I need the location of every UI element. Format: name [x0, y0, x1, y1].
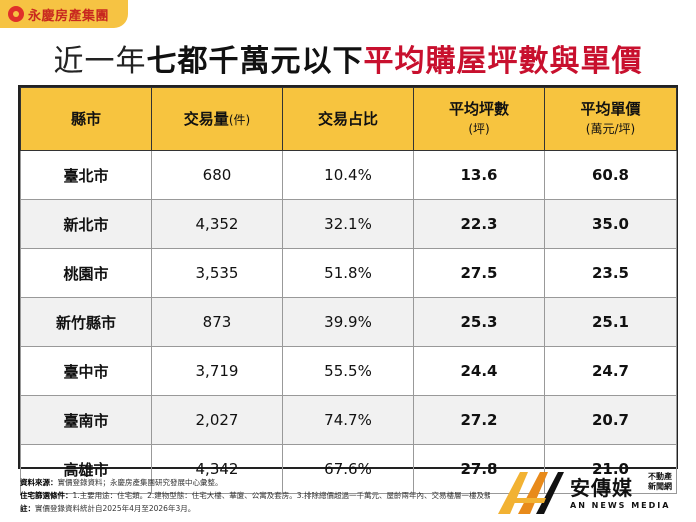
header-volume-unit: (件)	[228, 112, 251, 127]
title-part-1: 近一年	[53, 44, 147, 79]
note-source: 資料來源：實價登錄資料；永慶房產集團研究發展中心彙整。	[20, 478, 223, 487]
header-size: 平均坪數 (坪)	[413, 87, 545, 151]
cell-volume: 680	[151, 150, 283, 200]
table-row: 臺北市 680 10.4% 13.6 60.8	[20, 150, 677, 200]
cell-share: 39.9%	[282, 297, 414, 347]
cell-volume: 3,535	[151, 248, 283, 298]
header-size-unit: (坪)	[468, 122, 490, 136]
publisher-tagline: 不動產 新聞網	[648, 472, 672, 491]
title-part-3: 平均購屋坪數與單價	[363, 44, 643, 79]
cell-city: 桃園市	[20, 248, 152, 298]
cell-size: 27.5	[413, 248, 545, 298]
cell-city: 臺南市	[20, 395, 152, 445]
table-row: 臺南市 2,027 74.7% 27.2 20.7	[20, 395, 677, 445]
cell-size: 13.6	[413, 150, 545, 200]
footnotes: 資料來源：實價登錄資料；永慶房產集團研究發展中心彙整。 住宅篩選條件：1.主要用…	[20, 476, 490, 515]
title-part-2: 七都千萬元以下	[146, 44, 364, 79]
brand-logo-icon	[8, 6, 24, 22]
page-title: 近一年七都千萬元以下平均購屋坪數與單價	[0, 36, 696, 80]
cell-size: 25.3	[413, 297, 545, 347]
cell-city: 高雄市	[20, 444, 152, 494]
cell-share: 74.7%	[282, 395, 414, 445]
cell-volume: 4,342	[151, 444, 283, 494]
cell-share: 32.1%	[282, 199, 414, 249]
header-share: 交易占比	[282, 87, 414, 151]
cell-price: 23.5	[544, 248, 677, 298]
header-price: 平均單價 (萬元/坪)	[544, 87, 677, 151]
publisher-logo: 安傳媒 不動產 新聞網 AN NEWS MEDIA	[496, 468, 692, 518]
cell-share: 51.8%	[282, 248, 414, 298]
an-news-logo-icon	[498, 472, 564, 514]
cell-city: 臺北市	[20, 150, 152, 200]
cell-price: 24.7	[544, 346, 677, 396]
cell-size: 22.3	[413, 199, 545, 249]
cell-share: 55.5%	[282, 346, 414, 396]
cell-price: 25.1	[544, 297, 677, 347]
cell-city: 新竹縣市	[20, 297, 152, 347]
header-price-unit: (萬元/坪)	[585, 122, 636, 136]
cell-size: 27.2	[413, 395, 545, 445]
note-remark: 註：實價登錄資料統計自2025年4月至2026年3月。	[20, 504, 196, 513]
cell-price: 20.7	[544, 395, 677, 445]
cell-share: 10.4%	[282, 150, 414, 200]
note-criteria: 住宅篩選條件：1.主要用途：住宅類。2.建物型態：住宅大樓、華廈、公寓及套房。3…	[20, 491, 490, 500]
cell-volume: 3,719	[151, 346, 283, 396]
table-row: 新竹縣市 873 39.9% 25.3 25.1	[20, 297, 677, 347]
cell-price: 21.0	[544, 444, 677, 494]
cell-volume: 4,352	[151, 199, 283, 249]
cell-size: 27.8	[413, 444, 545, 494]
cell-price: 60.8	[544, 150, 677, 200]
cell-size: 24.4	[413, 346, 545, 396]
cell-volume: 873	[151, 297, 283, 347]
data-table: 縣市 交易量(件) 交易占比 平均坪數 (坪) 平均單價 (萬元/坪) 臺北市 68…	[18, 85, 678, 494]
table-header-row: 縣市 交易量(件) 交易占比 平均坪數 (坪) 平均單價 (萬元/坪)	[20, 87, 677, 151]
cell-city: 新北市	[20, 199, 152, 249]
table-row: 高雄市 4,342 67.6% 27.8 21.0	[20, 444, 677, 494]
cell-city: 臺中市	[20, 346, 152, 396]
table-row: 臺中市 3,719 55.5% 24.4 24.7	[20, 346, 677, 396]
table-row: 桃園市 3,535 51.8% 27.5 23.5	[20, 248, 677, 298]
brand-name: 永慶房產集團	[28, 8, 110, 24]
cell-volume: 2,027	[151, 395, 283, 445]
table-row: 新北市 4,352 32.1% 22.3 35.0	[20, 199, 677, 249]
cell-price: 35.0	[544, 199, 677, 249]
brand-badge: 永慶房產集團	[0, 0, 128, 28]
header-volume: 交易量(件)	[151, 87, 283, 151]
publisher-english-name: AN NEWS MEDIA	[570, 501, 671, 510]
header-city: 縣市	[20, 87, 152, 151]
publisher-name: 安傳媒	[570, 476, 633, 500]
